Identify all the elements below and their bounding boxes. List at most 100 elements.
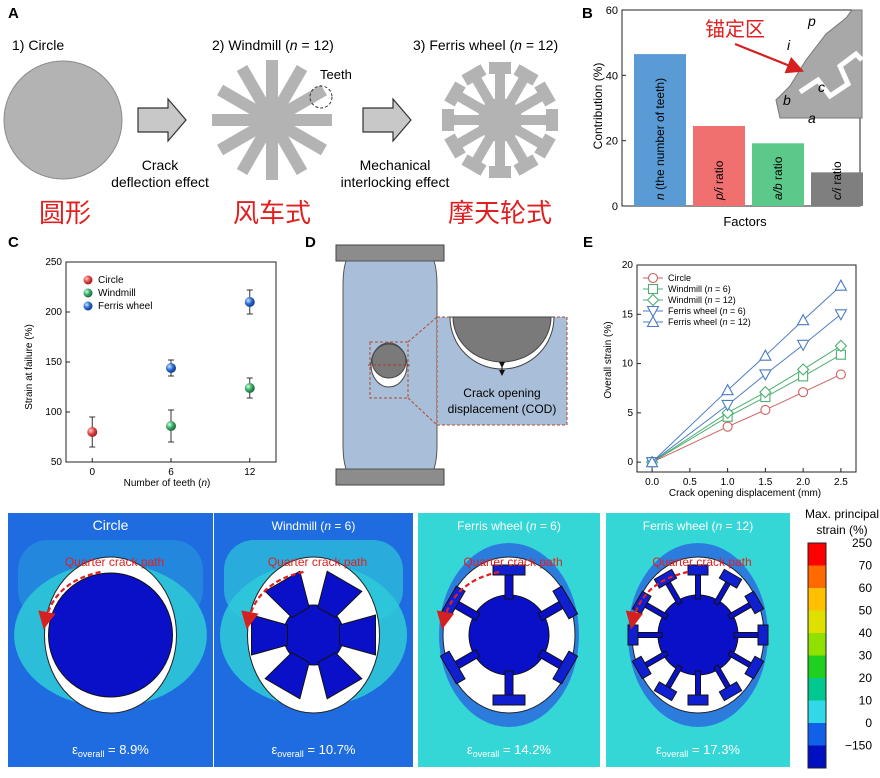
sim-tooth: [264, 570, 310, 619]
sim-cap: [492, 564, 526, 576]
legend-swatch: [808, 723, 826, 746]
strain-legend: Max. principal strain (%) 250 70 60 50 40 30 2…: [805, 507, 879, 769]
legend-tick-label: 60: [859, 581, 873, 595]
e-y-tick-label: 0: [627, 457, 633, 468]
e-legend-label: Ferris wheel (n = 6): [668, 306, 746, 316]
e-point: [758, 349, 772, 361]
b-bar: [811, 172, 863, 206]
arrow1-text-line1: Crack: [142, 157, 180, 173]
windmill-shape: [212, 60, 332, 180]
windmill-tooth: [266, 140, 278, 180]
zoom-line-bottom: [407, 397, 438, 426]
arrow1-text-line2: deflection effect: [111, 174, 209, 190]
sim-cap: [687, 564, 709, 576]
ferris-tooth: [442, 109, 480, 131]
c-legend-label: Circle: [98, 275, 124, 286]
e-y-tick-label: 15: [622, 309, 634, 320]
teeth-highlight: [309, 85, 333, 109]
c-y-tick-label: 150: [45, 357, 62, 368]
legend-title-line2: strain (%): [816, 523, 867, 537]
sim-inclusion: [657, 594, 739, 676]
cn-circle: 圆形: [39, 199, 91, 229]
e-point: [834, 279, 848, 291]
cn-windmill: 风车式: [233, 199, 311, 229]
legend-frame: [807, 542, 827, 769]
ferris-cap: [444, 133, 466, 159]
anchor-zone-arrow: [734, 42, 805, 74]
ferris-shape: [442, 62, 558, 178]
c-legend-marker: [83, 301, 93, 311]
e-legend-label: Windmill (n = 6): [668, 284, 731, 294]
windmill-tooth: [276, 65, 308, 106]
ferris-tooth: [505, 134, 539, 176]
sim-tooth: [733, 624, 769, 646]
e-x-tick-label: 2.5: [834, 477, 848, 488]
inset-label: p: [807, 13, 816, 29]
b-y-tick-label: 20: [606, 136, 618, 148]
legend-swatch: [808, 543, 826, 566]
b-y-axis-label: Contribution (%): [591, 63, 605, 150]
e-point: [759, 385, 772, 399]
inclusion-circle: [371, 343, 407, 379]
sim-spoke: [504, 670, 514, 698]
e-legend-label: Ferris wheel (n = 12): [668, 317, 751, 327]
b-y-tick-label: 60: [606, 5, 618, 17]
sim-cap: [757, 624, 769, 646]
sim-tooth: [631, 650, 669, 680]
sim-cap: [552, 585, 579, 620]
c-x-axis-label: Number of teeth (n): [124, 478, 211, 489]
cod-text-line2: displacement (COD): [448, 402, 557, 416]
sim-spoke: [733, 632, 761, 638]
sim-path-arrow: [38, 570, 101, 630]
panel-b: B Contribution (%) Factors 0 20 40 60 n (th…: [582, 5, 864, 229]
ferris-spoke: [455, 91, 486, 115]
arrow-interlocking: [362, 97, 412, 143]
legend-swatch: [808, 745, 826, 768]
ferris-cap: [546, 109, 558, 131]
e-point: [760, 404, 771, 415]
windmill-tooth: [236, 65, 268, 106]
windmill-tooth: [217, 124, 258, 156]
sim-cap: [439, 650, 466, 685]
ferris-spoke: [452, 115, 480, 125]
panel-e: E Overall strain (%) Crack opening displ…: [583, 234, 857, 499]
sim-tooth-shape: [317, 570, 363, 619]
c-y-tick-label: 200: [45, 307, 62, 318]
zoom-line-top: [407, 316, 438, 343]
c-point: [166, 421, 176, 431]
sim-spoke: [695, 572, 701, 600]
e-x-tick-label: 0.5: [683, 477, 697, 488]
e-x-tick-label: 1.0: [721, 477, 735, 488]
legend-tick-label: 250: [852, 536, 872, 550]
b-y-tick-label: 0: [612, 201, 618, 213]
sim-path-label: Quarter crack path: [463, 555, 562, 569]
e-legend-label: Circle: [668, 273, 691, 283]
sim-tooth: [687, 670, 709, 706]
ferris-spoke: [455, 125, 486, 149]
sim-tooth: [537, 585, 579, 622]
cod-text-line1: Crack opening: [463, 386, 540, 400]
c-legend-marker: [83, 275, 93, 285]
panel-c-letter: C: [8, 234, 19, 251]
panel-c: C Strain at failure (%) Number of teeth …: [8, 234, 277, 489]
c-point: [244, 297, 255, 307]
e-series-line: [651, 373, 842, 463]
windmill-tooth: [236, 134, 268, 175]
legend-swatch: [808, 610, 826, 633]
e-point: [721, 406, 734, 420]
sim-panel: Ferris wheel (n = 12) Quarter crack path ε…: [606, 513, 790, 767]
sim-spoke: [635, 632, 663, 638]
windmill-tooth: [292, 114, 332, 126]
c-legend-marker: [83, 288, 93, 298]
c-y-tick-label: 250: [45, 257, 62, 268]
e-legend-marker: [646, 305, 660, 318]
windmill-tooth: [276, 134, 308, 175]
e-plot-frame: [636, 264, 857, 473]
sim-tooth-shape: [264, 651, 310, 700]
sim-tooth: [339, 614, 376, 656]
e-legend-marker: [647, 272, 659, 284]
c-y-tick-label: 50: [51, 457, 63, 468]
ferris-cap: [534, 133, 556, 159]
